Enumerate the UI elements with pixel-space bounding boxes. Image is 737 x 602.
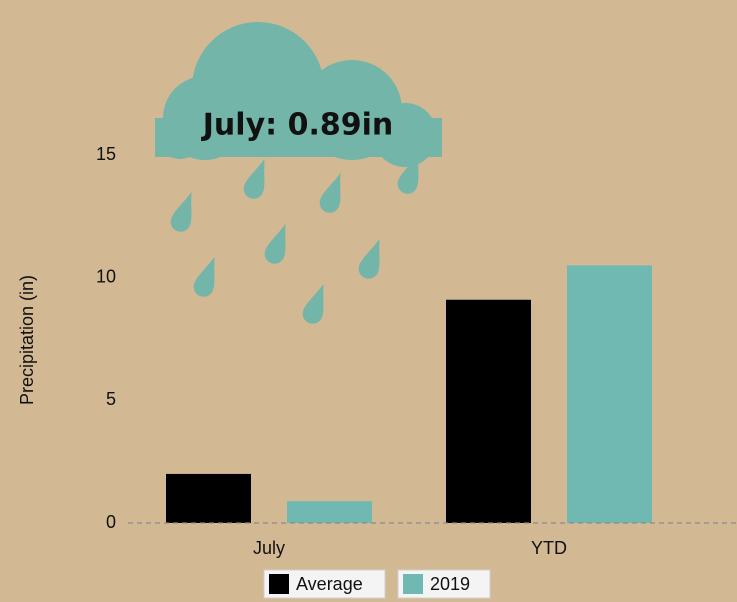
x-tick-label: YTD — [531, 538, 567, 558]
legend-label: 2019 — [430, 574, 470, 594]
x-tick-label: July — [253, 538, 285, 558]
legend-swatch — [403, 574, 423, 594]
bar — [567, 265, 652, 523]
bar — [287, 501, 372, 523]
y-axis-title: Precipitation (in) — [17, 275, 37, 405]
rain-cloud — [155, 22, 442, 324]
annotation: July: 0.89in — [201, 108, 393, 143]
y-tick-label: 15 — [96, 144, 116, 164]
y-tick-label: 5 — [106, 389, 116, 409]
bar — [166, 473, 251, 523]
bar — [446, 299, 531, 523]
legend-label: Average — [296, 574, 363, 594]
y-tick-label: 10 — [96, 266, 116, 286]
legend-swatch — [269, 574, 289, 594]
y-tick-label: 0 — [106, 512, 116, 532]
